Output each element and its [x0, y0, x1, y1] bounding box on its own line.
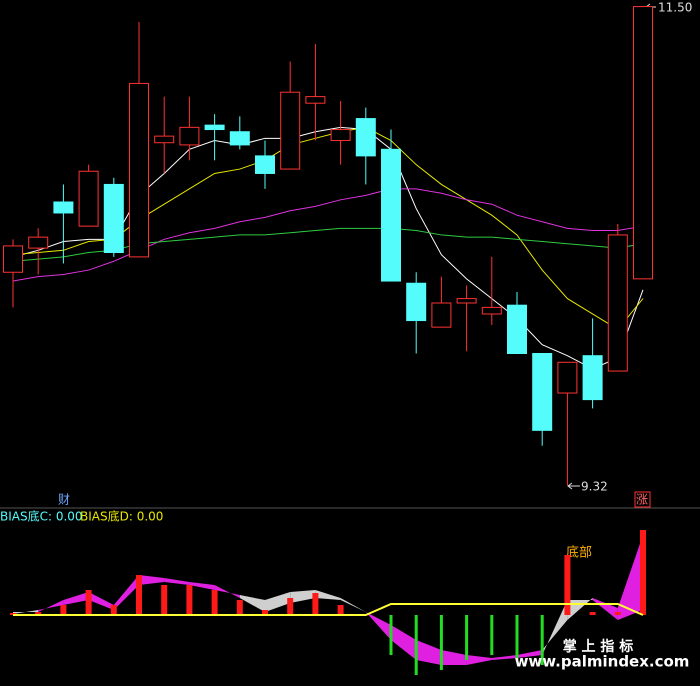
green-bar	[465, 615, 469, 660]
red-bar	[60, 605, 67, 615]
green-bar	[414, 615, 418, 675]
red-bar	[337, 605, 344, 615]
low-label: 9.32	[581, 480, 608, 494]
red-bar	[287, 598, 294, 615]
red-bar	[211, 590, 218, 615]
yellow-line	[13, 603, 644, 616]
candle-body	[557, 361, 578, 394]
candle-body	[154, 135, 175, 144]
band-segment	[265, 592, 291, 612]
candle-body	[406, 282, 427, 322]
red-bar	[136, 575, 142, 615]
red-bar	[640, 530, 646, 615]
green-bar	[540, 615, 544, 665]
annotation: 底部	[566, 545, 592, 561]
green-bar	[439, 615, 443, 670]
band-segment	[315, 590, 341, 600]
band-segment	[365, 612, 391, 640]
indicator-label: BIAS底D: 0.00	[80, 509, 163, 524]
band-segment	[441, 650, 467, 665]
red-bar	[110, 605, 117, 615]
candle-body	[532, 353, 553, 431]
candle-body	[305, 96, 326, 104]
red-bar	[312, 593, 319, 615]
candle-body	[456, 298, 477, 304]
band-segment	[340, 598, 366, 612]
candle-body	[103, 183, 124, 253]
red-bar	[589, 612, 596, 615]
candle-body	[3, 245, 23, 273]
low-arrowhead	[567, 482, 573, 490]
right-marker: 涨	[636, 492, 648, 507]
band-segment	[189, 582, 215, 590]
moving-average	[12, 188, 644, 282]
red-bar	[564, 555, 571, 615]
green-bar	[490, 615, 494, 655]
red-bar	[35, 612, 42, 615]
candle-body	[53, 201, 74, 214]
candle-body	[507, 304, 527, 354]
band-segment	[290, 590, 316, 603]
watermark: 掌 上 指 标	[563, 638, 634, 655]
band-segment	[38, 600, 64, 612]
band-segment	[113, 575, 139, 610]
band-segment	[466, 655, 492, 665]
red-bar	[236, 600, 243, 615]
band-segment	[139, 575, 165, 585]
red-bar	[186, 585, 193, 615]
candle-body	[431, 302, 452, 328]
band-segment	[416, 640, 442, 665]
band-segment	[617, 535, 643, 620]
band-segment	[491, 655, 517, 660]
band-segment	[13, 610, 39, 614]
candle-body	[179, 126, 200, 146]
red-bar	[262, 610, 268, 615]
red-bar	[614, 612, 621, 615]
band-segment	[164, 578, 190, 585]
red-bar	[161, 585, 168, 615]
candle-body	[381, 148, 401, 282]
candle-body	[78, 170, 99, 227]
candle-body	[28, 236, 49, 249]
candle-body	[280, 91, 301, 170]
high-label: 11.50	[658, 1, 692, 15]
green-bar	[389, 615, 393, 655]
band-segment	[63, 592, 89, 605]
candle-body	[330, 129, 351, 142]
indicator-label: BIAS底C: 0.00	[0, 509, 83, 524]
candle-body	[481, 306, 502, 315]
marker-box	[634, 491, 651, 508]
candle-body	[229, 131, 250, 146]
watermark-url: www.palmindex.com	[515, 653, 690, 671]
left-marker: 财	[58, 493, 70, 507]
candle-body	[355, 118, 376, 157]
green-bar	[515, 615, 519, 660]
candle-body	[582, 355, 603, 401]
candle-body	[129, 82, 149, 258]
candle-body	[204, 124, 225, 131]
red-bar	[85, 590, 92, 615]
candle-body	[633, 6, 653, 280]
band-segment	[239, 595, 265, 612]
band-segment	[391, 625, 417, 660]
candle-body	[255, 155, 275, 174]
band-segment	[517, 650, 543, 658]
candle-body	[607, 234, 628, 372]
band-segment	[88, 592, 114, 610]
band-segment	[542, 600, 568, 655]
